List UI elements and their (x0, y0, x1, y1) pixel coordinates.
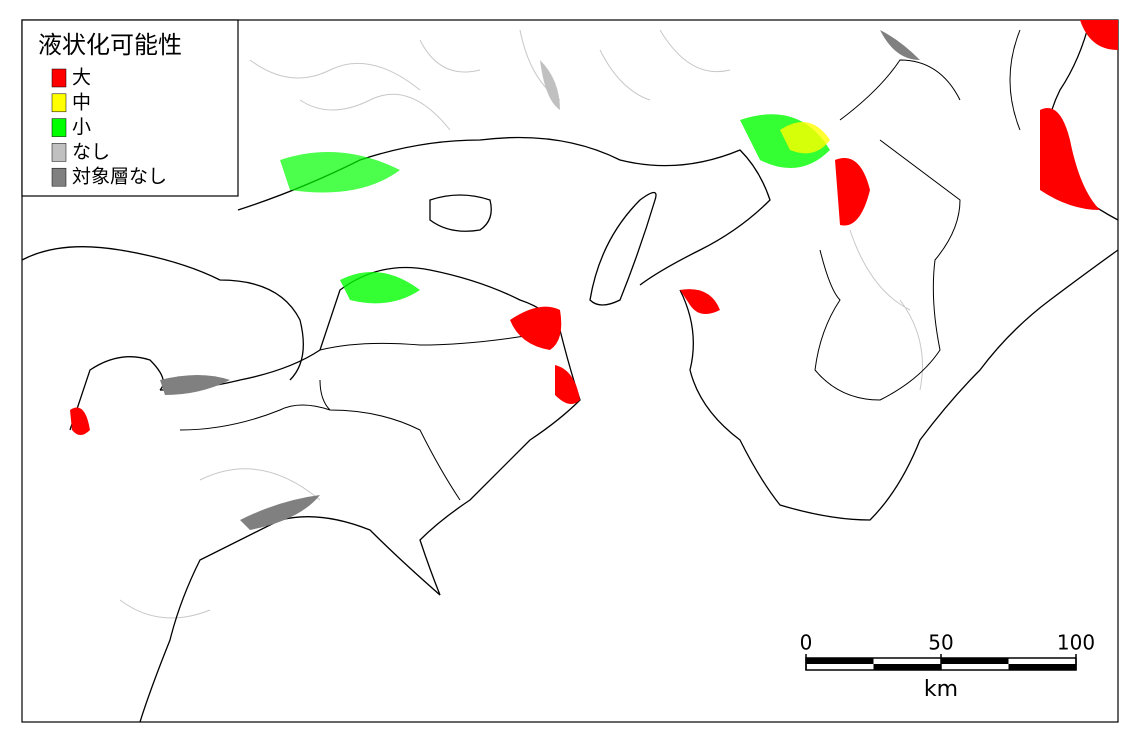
legend-label: なし (72, 141, 110, 163)
legend-swatch (51, 93, 67, 113)
scale-unit: km (924, 677, 958, 702)
liquefaction-patches (70, 20, 1118, 530)
legend-label: 大 (72, 67, 91, 89)
scale-bar: 0 50 100 km (800, 631, 1095, 703)
prefecture-borders (179, 29, 1021, 501)
legend-swatch (51, 68, 67, 88)
scale-segment (873, 664, 941, 670)
scale-tick-label: 50 (928, 631, 953, 655)
scale-segment (941, 658, 1009, 664)
coastlines (21, 19, 1119, 723)
legend-label: 対象層なし (72, 166, 167, 188)
legend-swatch (51, 143, 67, 162)
scale-tick-label: 0 (800, 631, 813, 655)
legend-label: 中 (72, 91, 91, 113)
legend-title: 液状化可能性 (38, 31, 182, 59)
relief-lines (119, 29, 923, 619)
scale-segment (1008, 664, 1076, 670)
legend-swatch (51, 118, 67, 137)
legend-swatch (51, 167, 67, 187)
legend-label: 小 (72, 116, 91, 138)
scale-tick-label: 100 (1057, 631, 1095, 655)
scale-segment (806, 658, 874, 664)
